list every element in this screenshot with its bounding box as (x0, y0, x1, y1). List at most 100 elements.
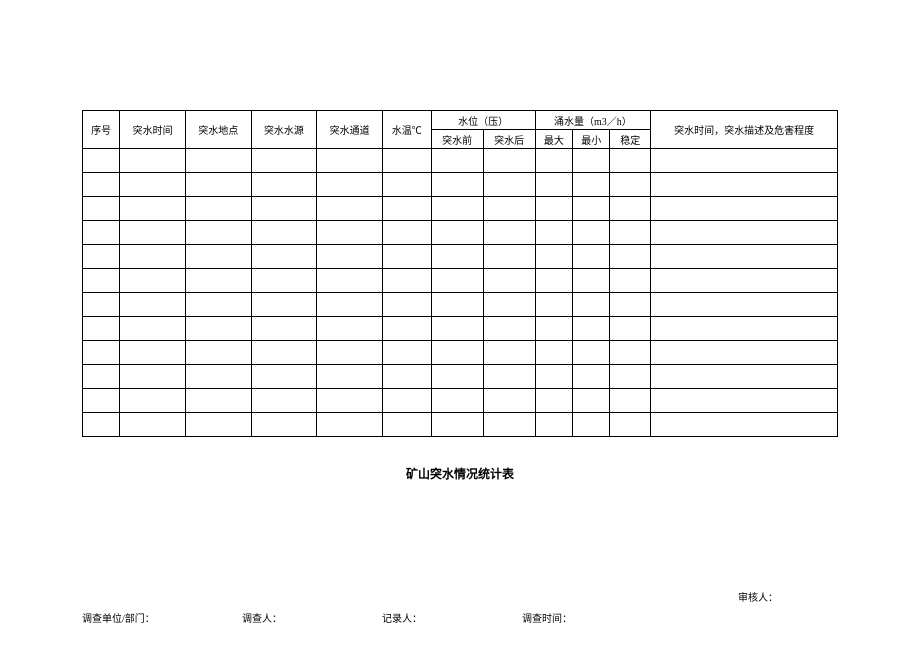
table-cell (83, 269, 120, 293)
table-row (83, 317, 838, 341)
statistics-table: 序号 突水时间 突水地点 突水水源 突水通道 水温℃ 水位（压） 涌水量（m3／… (82, 110, 838, 437)
table-row (83, 197, 838, 221)
col-header-location: 突水地点 (185, 111, 251, 149)
table-cell (483, 293, 535, 317)
table-cell (83, 413, 120, 437)
table-cell (610, 221, 651, 245)
table-row (83, 221, 838, 245)
table-cell (610, 173, 651, 197)
table-cell (651, 197, 838, 221)
table-cell (251, 221, 317, 245)
table-cell (317, 149, 383, 173)
table-cell (317, 269, 383, 293)
page-container: 序号 突水时间 突水地点 突水水源 突水通道 水温℃ 水位（压） 涌水量（m3／… (0, 0, 920, 482)
table-cell (651, 389, 838, 413)
table-cell (483, 317, 535, 341)
col-header-source: 突水水源 (251, 111, 317, 149)
col-header-temp: 水温℃ (382, 111, 431, 149)
table-cell (83, 197, 120, 221)
table-cell (382, 389, 431, 413)
table-cell (431, 341, 483, 365)
table-cell (651, 293, 838, 317)
col-header-before: 突水前 (431, 130, 483, 149)
table-cell (120, 197, 186, 221)
table-cell (185, 389, 251, 413)
table-cell (120, 317, 186, 341)
table-cell (382, 197, 431, 221)
table-cell (483, 341, 535, 365)
table-cell (573, 317, 610, 341)
table-cell (431, 269, 483, 293)
table-cell (483, 245, 535, 269)
table-cell (185, 293, 251, 317)
table-cell (251, 173, 317, 197)
table-cell (185, 245, 251, 269)
table-cell (317, 197, 383, 221)
table-cell (651, 149, 838, 173)
table-cell (120, 269, 186, 293)
table-cell (382, 245, 431, 269)
table-cell (535, 197, 572, 221)
table-cell (317, 245, 383, 269)
table-cell (120, 365, 186, 389)
table-cell (382, 269, 431, 293)
table-cell (651, 269, 838, 293)
table-cell (573, 293, 610, 317)
table-cell (651, 221, 838, 245)
col-header-min: 最小 (573, 130, 610, 149)
table-cell (382, 413, 431, 437)
table-cell (535, 341, 572, 365)
table-cell (382, 341, 431, 365)
table-cell (317, 173, 383, 197)
table-cell (251, 269, 317, 293)
table-row (83, 293, 838, 317)
table-cell (317, 341, 383, 365)
table-row (83, 269, 838, 293)
table-cell (251, 317, 317, 341)
table-cell (610, 269, 651, 293)
table-cell (431, 365, 483, 389)
table-body (83, 149, 838, 437)
table-cell (185, 221, 251, 245)
table-cell (83, 389, 120, 413)
table-cell (483, 269, 535, 293)
col-header-volume-group: 涌水量（m3／h） (535, 111, 650, 130)
table-cell (120, 413, 186, 437)
table-cell (483, 389, 535, 413)
table-cell (120, 245, 186, 269)
table-cell (573, 149, 610, 173)
table-cell (83, 317, 120, 341)
table-cell (317, 221, 383, 245)
table-cell (535, 245, 572, 269)
table-cell (120, 293, 186, 317)
table-cell (120, 341, 186, 365)
table-cell (431, 245, 483, 269)
table-cell (251, 245, 317, 269)
table-cell (317, 293, 383, 317)
table-cell (431, 389, 483, 413)
table-cell (610, 365, 651, 389)
table-cell (535, 293, 572, 317)
table-cell (251, 293, 317, 317)
table-cell (185, 341, 251, 365)
footer-reviewer-label: 审核人： (738, 593, 778, 604)
table-cell (573, 341, 610, 365)
table-cell (483, 413, 535, 437)
table-cell (535, 269, 572, 293)
table-cell (83, 341, 120, 365)
table-row (83, 365, 838, 389)
table-cell (431, 317, 483, 341)
table-row (83, 341, 838, 365)
table-cell (651, 365, 838, 389)
table-cell (483, 365, 535, 389)
table-cell (573, 389, 610, 413)
table-cell (83, 245, 120, 269)
table-cell (382, 365, 431, 389)
table-cell (251, 365, 317, 389)
table-cell (120, 149, 186, 173)
footer-recorder-label: 记录人： (382, 610, 522, 625)
table-cell (382, 173, 431, 197)
table-cell (317, 389, 383, 413)
table-cell (610, 341, 651, 365)
table-cell (382, 149, 431, 173)
